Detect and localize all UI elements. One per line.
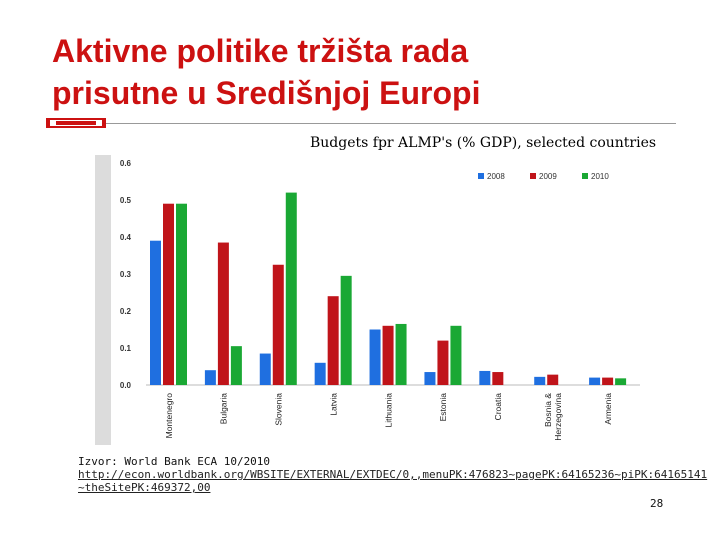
slide-title-line-1: Aktivne politike tržišta rada: [52, 33, 469, 69]
slide-title: Aktivne politike tržišta rada prisutne u…: [52, 30, 692, 114]
bar-2008: [150, 240, 161, 385]
legend-swatch-2010: [582, 173, 588, 179]
title-accent-bar: [56, 121, 96, 125]
bar-2009: [272, 264, 284, 385]
bar-2010: [450, 325, 462, 385]
bar-2010: [230, 346, 242, 385]
chart-left-shade: [95, 155, 111, 445]
bar-2009: [382, 325, 394, 385]
title-accent-box: [46, 118, 106, 128]
bar-2009: [547, 374, 559, 385]
y-tick-label: 0.0: [120, 381, 132, 390]
bar-2009: [327, 296, 339, 385]
x-tick-label: Slovenia: [274, 393, 284, 426]
bar-2009: [602, 377, 614, 385]
bar-2009: [163, 203, 174, 385]
y-tick-label: 0.2: [120, 307, 132, 316]
x-tick-label: Estonia: [438, 393, 448, 422]
bar-2010: [395, 323, 407, 385]
legend-label-2009: 2009: [539, 172, 557, 181]
bar-2009: [217, 242, 229, 385]
bar-2009: [437, 340, 449, 385]
bar-2010: [285, 192, 297, 385]
x-tick-label: Herzegovina: [553, 393, 563, 441]
source-note: Izvor: World Bank ECA 10/2010 http://eco…: [78, 455, 708, 494]
y-tick-label: 0.5: [120, 196, 132, 205]
bar-2008: [369, 329, 381, 385]
x-tick-label: Armenia: [603, 393, 613, 425]
legend-swatch-2008: [478, 173, 484, 179]
title-underline: [100, 123, 676, 124]
chart-area: [95, 155, 705, 445]
x-tick-label: Croatia: [493, 393, 503, 421]
x-tick-label: Latvia: [328, 393, 338, 416]
y-tick-label: 0.1: [120, 344, 132, 353]
y-tick-label: 0.6: [120, 159, 132, 168]
y-tick-label: 0.4: [120, 233, 132, 242]
source-label: Izvor: World Bank ECA 10/2010: [78, 455, 271, 468]
bar-2010: [615, 378, 627, 385]
bar-2008: [204, 370, 216, 385]
chart-title: Budgets fpr ALMP's (% GDP), selected cou…: [310, 135, 657, 151]
bar-2010: [176, 203, 187, 385]
bar-2008: [424, 372, 436, 385]
source-link[interactable]: http://econ.worldbank.org/WBSITE/EXTERNA…: [78, 468, 708, 494]
legend-label-2010: 2010: [591, 172, 609, 181]
x-tick-label: Bulgaria: [219, 393, 229, 424]
legend-label-2008: 2008: [487, 172, 505, 181]
bar-2009: [492, 372, 504, 385]
bar-2008: [259, 353, 271, 385]
bar-2010: [340, 275, 352, 385]
bar-2008: [314, 362, 326, 385]
bar-2008: [479, 370, 491, 385]
bar-2008: [534, 376, 546, 385]
x-tick-label: Montenegro: [164, 393, 174, 439]
slide-title-line-2: prisutne u Središnjoj Europi: [52, 75, 481, 111]
y-tick-label: 0.3: [120, 270, 132, 279]
x-tick-label: Lithuania: [383, 393, 393, 428]
legend-swatch-2009: [530, 173, 536, 179]
page-number: 28: [650, 497, 664, 510]
x-tick-label: Bosnia &: [543, 393, 553, 427]
bar-2008: [589, 377, 601, 385]
